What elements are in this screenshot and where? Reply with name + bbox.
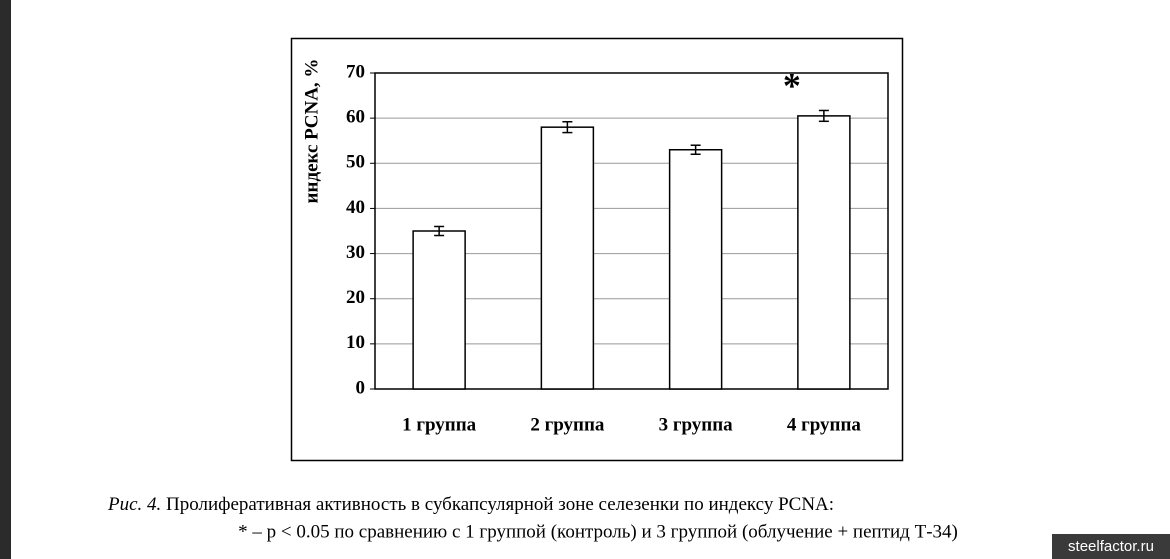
caption-label: Рис. 4. <box>107 494 161 515</box>
plot: 0 10 20 30 40 50 60 70 1 группа 2 группа 3 группа 4… <box>346 61 889 435</box>
y-tick-label: 0 <box>356 377 366 398</box>
watermark-box <box>1052 534 1170 559</box>
y-tick-label: 20 <box>346 287 365 308</box>
y-tick-label: 30 <box>346 242 365 263</box>
y-tick-label: 70 <box>346 61 365 82</box>
annotation: * <box>783 65 801 105</box>
plot-frame <box>374 72 889 390</box>
caption-text: Пролиферативная активность в субкапсуляр… <box>166 494 834 515</box>
x-tick-label: 3 группа <box>659 414 734 435</box>
bar <box>668 148 723 390</box>
caption-note: * – p < 0.05 по сравнению с 1 группой (к… <box>238 521 958 542</box>
watermark: steelfactor.ru <box>1068 538 1154 555</box>
chart-frame <box>290 37 904 462</box>
y-tick-label: 50 <box>346 152 365 173</box>
y-tick-label: 40 <box>346 197 365 218</box>
bar <box>797 115 851 390</box>
y-tick-label: 10 <box>346 332 365 353</box>
bar <box>412 230 466 390</box>
caption-line: Рис. 4. Пролиферативная активность в суб… <box>107 494 834 515</box>
x-tick-label: 4 группа <box>787 414 862 435</box>
x-tick-label: 2 группа <box>530 414 605 435</box>
left-edge <box>0 0 11 559</box>
y-axis-label: индекс PCNA, % <box>301 59 322 204</box>
x-tick-label: 1 группа <box>402 414 477 435</box>
bar <box>540 126 595 390</box>
y-tick-label: 60 <box>346 107 365 128</box>
